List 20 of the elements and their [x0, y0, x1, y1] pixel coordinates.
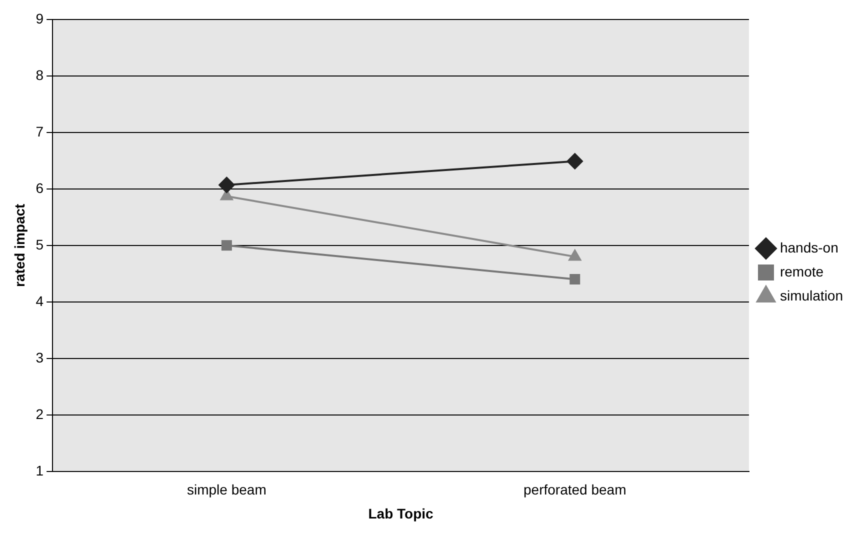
y-tick-label: 6: [36, 180, 44, 196]
y-tick-label: 4: [36, 292, 44, 309]
y-tick-label: 3: [36, 349, 44, 366]
y-tick-label: 2: [36, 406, 44, 422]
y-tick-label: 9: [36, 10, 44, 26]
y-axis-title: rated impact: [11, 203, 28, 288]
x-tick-label: simple beam: [186, 482, 266, 498]
point: [570, 274, 580, 285]
y-tick-label: 5: [36, 236, 44, 252]
legend-label: remote: [780, 263, 824, 280]
point: [566, 153, 583, 170]
point: [221, 240, 232, 251]
x-axis-title: Lab Topic: [368, 505, 434, 522]
x-tick-label: perforated beam: [524, 482, 626, 498]
y-tick-label: 8: [36, 66, 44, 83]
legend-label: hands-on: [780, 239, 838, 256]
point: [218, 176, 235, 193]
y-tick-label: 7: [36, 123, 44, 140]
y-tick-label: 1: [36, 462, 44, 478]
legend-label: simulation: [780, 287, 844, 304]
